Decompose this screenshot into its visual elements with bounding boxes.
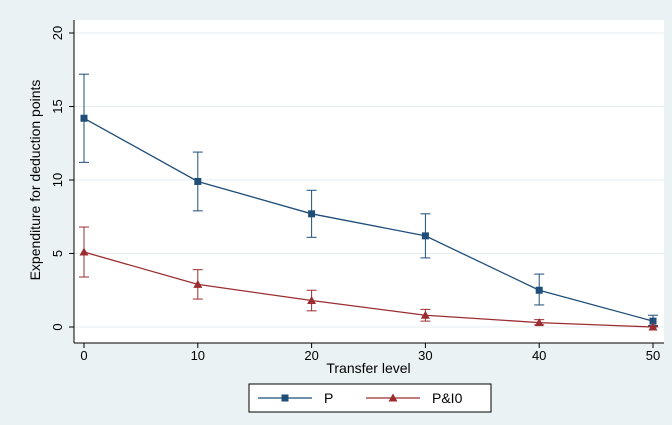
data-point [308,210,316,218]
x-tick-label: 30 [418,348,432,363]
data-point [194,177,202,185]
series-line [83,117,654,322]
y-tick-label: 20 [50,26,65,40]
series-1 [79,226,658,331]
axes: 0 5 10 15 20 0 10 20 30 40 50 [50,20,664,363]
series-0 [79,73,658,327]
legend-label: P&I0 [432,390,463,406]
legend: P P&I0 [248,383,492,413]
data-point [193,279,203,288]
series-line [83,251,654,328]
data-point [648,322,658,331]
legend-swatch-marker [388,393,398,402]
data-point [79,247,89,256]
series-layer [79,73,658,331]
data-point [421,232,429,240]
y-tick-label: 0 [50,323,65,330]
data-point [534,318,544,327]
legend-swatch-marker [281,394,289,402]
data-point [80,114,88,122]
legend-label: P [324,390,333,406]
data-point [649,317,657,325]
data-point [307,296,317,305]
gridlines [74,32,664,328]
y-tick-label: 15 [50,99,65,113]
y-tick-label: 5 [50,250,65,257]
plot-area [74,20,664,343]
x-tick-label: 10 [191,348,205,363]
x-tick-label: 40 [532,348,546,363]
y-tick-label: 10 [50,173,65,187]
x-tick-label: 0 [80,348,87,363]
x-tick-label: 20 [304,348,318,363]
data-point [535,286,543,294]
x-axis-title: Transfer level [326,360,410,376]
data-point [420,310,430,319]
y-axis-title: Expenditure for deduction points [27,80,43,281]
x-tick-label: 50 [646,348,660,363]
